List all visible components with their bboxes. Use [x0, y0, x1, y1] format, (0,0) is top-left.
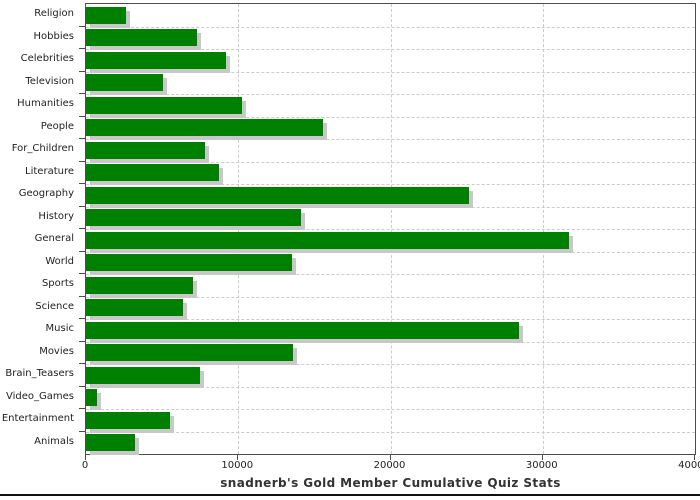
- category-tick: [79, 48, 85, 49]
- value-axis-tick: [237, 455, 239, 460]
- category-tick: [79, 115, 85, 117]
- value-axis-tick: [389, 455, 391, 460]
- value-axis-label: 30000: [525, 460, 558, 471]
- category-tick: [79, 363, 85, 364]
- horizontal-gridline: [86, 319, 695, 320]
- horizontal-gridline: [86, 161, 695, 163]
- bar-for_children: [86, 141, 205, 159]
- category-label-religion: Religion: [34, 8, 74, 20]
- category-tick: [79, 93, 85, 94]
- bar-literature: [86, 164, 220, 181]
- category-label-people: People: [40, 120, 74, 132]
- horizontal-gridline: [86, 139, 695, 140]
- category-tick: [79, 273, 85, 274]
- category-label-music: Music: [45, 323, 74, 335]
- category-label-brain_teasers: Brain_Teasers: [5, 368, 74, 380]
- category-label-general: General: [34, 233, 74, 245]
- horizontal-gridline: [86, 71, 695, 73]
- category-label-television: Television: [25, 75, 74, 87]
- category-tick: [79, 295, 85, 297]
- horizontal-gridline: [86, 229, 695, 230]
- bar-humanities: [86, 96, 243, 114]
- category-label-entertainment: Entertainment: [1, 413, 74, 425]
- category-tick: [79, 318, 85, 319]
- category-tick: [79, 340, 85, 342]
- category-tick: [79, 250, 85, 252]
- bar-hobbies: [86, 29, 198, 46]
- bar-entertainment: [86, 411, 171, 429]
- bottom-divider: [0, 494, 700, 496]
- category-label-humanities: Humanities: [17, 98, 74, 110]
- category-tick: [79, 183, 85, 184]
- bar-history: [86, 209, 301, 226]
- category-tick: [79, 25, 85, 27]
- bar-brain_teasers: [86, 366, 201, 384]
- category-label-animals: Animals: [34, 435, 74, 447]
- category-label-video_games: Video_Games: [6, 390, 74, 402]
- value-axis-tick: [85, 455, 86, 460]
- horizontal-gridline: [86, 364, 695, 365]
- bar-general: [86, 231, 569, 249]
- bar-video_games: [86, 389, 97, 406]
- chart-title: snadnerb's Gold Member Cumulative Quiz S…: [220, 476, 561, 490]
- value-axis-label: 0: [81, 460, 89, 471]
- category-label-sports: Sports: [41, 278, 74, 290]
- category-tick: [79, 408, 85, 409]
- category-label-for_children: For_Children: [11, 143, 74, 155]
- category-label-geography: Geography: [18, 188, 74, 200]
- value-axis-label: 40000: [678, 460, 700, 471]
- horizontal-gridline: [86, 341, 695, 343]
- horizontal-gridline: [86, 116, 695, 118]
- bar-geography: [86, 186, 469, 204]
- bar-celebrities: [86, 51, 227, 69]
- horizontal-gridline: [86, 409, 695, 410]
- value-axis-label: 20000: [373, 460, 406, 471]
- horizontal-gridline: [86, 274, 695, 275]
- category-label-movies: Movies: [39, 345, 74, 357]
- horizontal-gridline: [86, 184, 695, 185]
- category-tick: [79, 160, 85, 162]
- horizontal-gridline: [86, 49, 695, 50]
- category-label-science: Science: [35, 300, 74, 312]
- horizontal-gridline: [86, 386, 695, 388]
- category-tick: [79, 70, 85, 72]
- bar-people: [86, 119, 323, 136]
- horizontal-gridline: [86, 296, 695, 298]
- bar-world: [86, 254, 293, 271]
- bar-religion: [86, 6, 126, 24]
- value-axis-tick: [541, 455, 543, 460]
- bar-music: [86, 321, 520, 339]
- bar-movies: [86, 344, 294, 361]
- category-label-hobbies: Hobbies: [33, 30, 74, 42]
- bar-sports: [86, 276, 194, 294]
- value-axis-label: 10000: [221, 460, 254, 471]
- bar-television: [86, 74, 163, 91]
- horizontal-gridline: [86, 94, 695, 95]
- horizontal-gridline: [86, 206, 695, 208]
- category-label-world: World: [45, 255, 74, 267]
- category-tick: [79, 228, 85, 229]
- category-label-literature: Literature: [25, 165, 74, 177]
- category-tick: [79, 385, 85, 387]
- horizontal-gridline: [86, 26, 695, 28]
- horizontal-gridline: [86, 431, 695, 433]
- category-tick: [79, 138, 85, 139]
- bar-science: [86, 299, 184, 316]
- plot-area: [85, 3, 696, 455]
- category-tick: [79, 430, 85, 432]
- value-axis-tick: [694, 455, 695, 460]
- bar-animals: [86, 434, 136, 451]
- category-tick: [79, 205, 85, 207]
- category-label-celebrities: Celebrities: [20, 53, 74, 65]
- horizontal-gridline: [86, 251, 695, 253]
- category-label-history: History: [38, 210, 74, 222]
